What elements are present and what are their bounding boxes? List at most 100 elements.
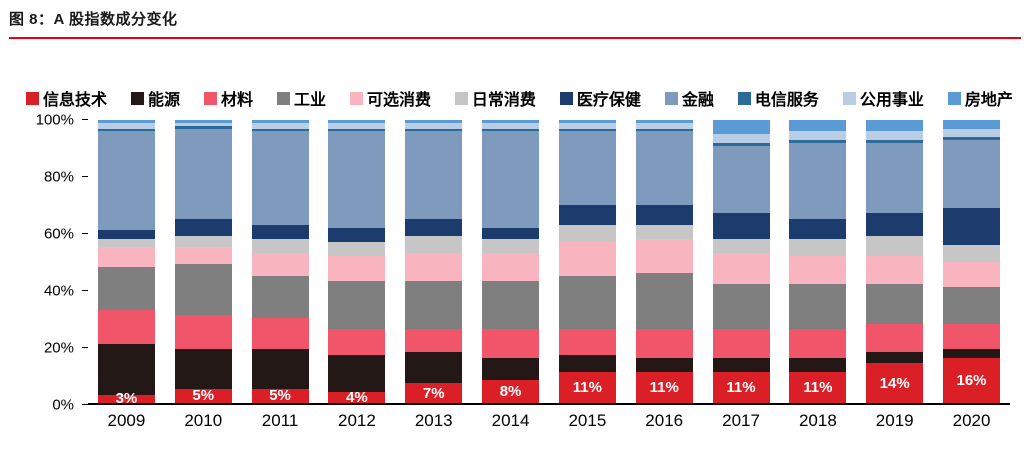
bar-segment xyxy=(482,380,540,403)
legend-item-4: 可选消费 xyxy=(349,86,431,110)
bar-segment xyxy=(97,230,155,239)
legend-swatch-icon xyxy=(276,91,290,105)
bar-segment xyxy=(712,120,770,135)
bar-segment xyxy=(635,357,693,372)
bar-segment xyxy=(482,253,540,282)
bar-segment xyxy=(635,204,693,225)
legend-swatch-icon xyxy=(26,91,39,105)
bar-segment xyxy=(558,275,616,330)
x-axis-label: 2019 xyxy=(875,411,914,430)
x-axis-label: 2009 xyxy=(107,411,146,430)
bar-segment xyxy=(405,122,463,129)
bar-segment xyxy=(866,255,924,285)
legend-item-8: 电信服务 xyxy=(737,86,819,110)
bar-segment xyxy=(174,264,232,316)
legend-label: 工业 xyxy=(293,92,326,109)
bar-slot-2013: 7% 2013 xyxy=(395,120,472,430)
y-axis: 0% 20% 40% 60% 80% 100% xyxy=(18,112,88,414)
legend-item-6: 医疗保健 xyxy=(559,86,641,110)
y-axis-tick-mark xyxy=(82,404,88,405)
bar-segment xyxy=(712,329,770,358)
bar-segment xyxy=(251,238,309,254)
bar-segment xyxy=(251,128,309,132)
bar-segment xyxy=(866,213,924,237)
bar-segment xyxy=(558,224,616,242)
bar-segment xyxy=(251,120,309,123)
figure-title: 图 8：A 股指数成分变化 xyxy=(9,11,178,28)
bar-segment xyxy=(789,120,847,132)
legend-item-7: 金融 xyxy=(664,86,714,110)
bar-segment xyxy=(558,122,616,129)
bar-segment xyxy=(174,247,232,265)
y-axis-tick-label: 100% xyxy=(35,111,74,129)
stacked-bar-2016: 11% xyxy=(635,120,693,403)
bar-segment xyxy=(866,236,924,256)
bar-segment xyxy=(943,128,1001,138)
bar-segment xyxy=(251,349,309,389)
bar-segment xyxy=(328,122,386,129)
bar-segment xyxy=(482,122,540,129)
legend-label: 信息技术 xyxy=(43,92,108,109)
y-axis-tick-mark xyxy=(82,176,88,177)
bar-segment xyxy=(251,275,309,319)
bar-segment xyxy=(328,255,386,282)
bar-segment xyxy=(405,329,463,353)
bar-segment xyxy=(712,238,770,254)
bar-segment xyxy=(943,137,1001,140)
bar-segment xyxy=(482,281,540,330)
bar-segment xyxy=(97,131,155,231)
bar-segment xyxy=(405,281,463,330)
bar-segment xyxy=(866,120,924,132)
bar-segment xyxy=(405,253,463,282)
bar-segment xyxy=(405,131,463,220)
figure-title-bar: 图 8：A 股指数成分变化 xyxy=(9,8,1021,39)
bar-segment xyxy=(328,391,386,403)
bar-slot-2014: 8% 2014 xyxy=(472,120,549,430)
legend-swatch-icon xyxy=(203,91,217,105)
legend-label: 房地产 xyxy=(964,92,1013,109)
x-axis-label: 2011 xyxy=(261,411,299,430)
bar-segment xyxy=(251,224,309,239)
bar-segment xyxy=(943,323,1001,350)
bar-slot-2019: 14% 2019 xyxy=(856,120,933,430)
bar-segment xyxy=(328,128,386,132)
bar-segment xyxy=(789,371,847,403)
bar-segment xyxy=(943,207,1001,245)
bar-segment xyxy=(251,131,309,225)
legend-swatch-icon xyxy=(559,91,573,105)
bar-slot-2011: 5% 2011 xyxy=(242,120,319,430)
bar-segment xyxy=(482,357,540,381)
stacked-bar-2011: 5% xyxy=(251,120,309,404)
stacked-bar-2020: 16% xyxy=(943,120,1001,403)
bar-segment xyxy=(558,329,616,355)
bar-segment xyxy=(635,128,693,132)
bar-segment xyxy=(251,122,309,129)
bar-segment xyxy=(712,142,770,146)
bar-segment xyxy=(482,120,540,123)
legend-label: 材料 xyxy=(220,92,253,109)
bar-segment xyxy=(97,128,155,132)
legend-label: 日常消费 xyxy=(471,92,536,109)
bar-segment xyxy=(174,125,232,129)
bar-segment xyxy=(712,371,770,403)
bar-segment xyxy=(943,120,1001,129)
x-axis-label: 2015 xyxy=(568,411,607,430)
bar-segment xyxy=(866,323,924,353)
bar-segment xyxy=(635,131,693,205)
bar-segment xyxy=(482,131,540,228)
bar-segment xyxy=(328,227,386,242)
bar-segment xyxy=(866,363,924,403)
plot-area: 0% 20% 40% 60% 80% 100% 3% 2009 5% 2010 5% 2011 4% 2… xyxy=(36,112,1010,430)
bar-segment xyxy=(558,354,616,372)
bar-segment xyxy=(328,241,386,256)
y-axis-tick-label: 0% xyxy=(52,396,74,414)
bar-segment xyxy=(97,309,155,344)
bar-slot-2020: 16% 2020 xyxy=(933,120,1010,430)
y-axis-tick-mark xyxy=(82,290,88,291)
bar-segment xyxy=(251,388,309,403)
legend-label: 能源 xyxy=(147,92,180,109)
bar-segment xyxy=(97,238,155,248)
bar-segment xyxy=(405,219,463,237)
bar-segment xyxy=(328,329,386,355)
